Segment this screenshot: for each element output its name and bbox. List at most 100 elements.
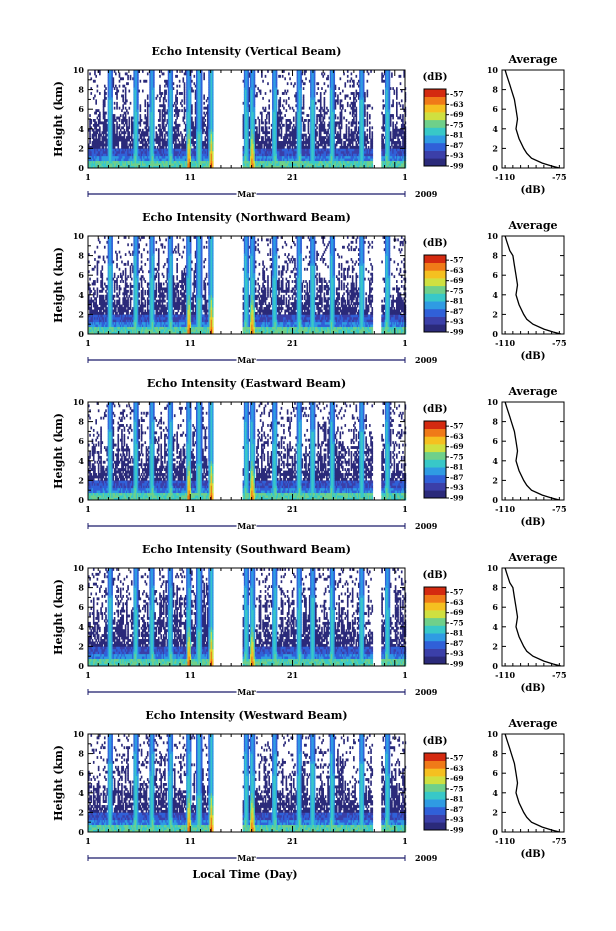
heatmap-cell: [294, 144, 296, 147]
panels: Echo Intensity (Vertical Beam)02468101 11…: [52, 45, 567, 863]
heatmap-cell: [174, 114, 176, 117]
heatmap-cell: [254, 124, 256, 127]
heatmap-cell: [125, 107, 127, 110]
heatmap-cell: [192, 90, 194, 93]
heatmap-cell: [127, 129, 129, 132]
heatmap-cell: [201, 114, 203, 117]
heatmap-cell: [153, 90, 155, 93]
heatmap-cell: [137, 114, 139, 117]
heatmap-cell: [162, 134, 164, 137]
heatmap-cell: [270, 146, 272, 149]
heatmap-cell: [248, 82, 250, 85]
heatmap-cell: [159, 112, 161, 115]
heatmap-cell: [255, 121, 257, 124]
heatmap-cell: [180, 102, 182, 105]
heatmap-cell: [116, 97, 118, 100]
heatmap-cell: [137, 119, 139, 122]
heatmap-cell: [171, 92, 173, 95]
heatmap-cell: [289, 124, 291, 127]
heatmap-cell: [212, 129, 214, 132]
heatmap-cell: [300, 114, 302, 117]
heatmap-cell: [248, 112, 250, 115]
heatmap-cell: [137, 80, 139, 83]
heatmap-cell: [128, 134, 130, 137]
heatmap-cell: [105, 87, 107, 90]
heatmap-cell: [147, 109, 149, 112]
heatmap-cell: [178, 139, 180, 142]
heatmap-cell: [276, 85, 278, 88]
heatmap-cell: [103, 107, 105, 110]
heatmap-cell: [182, 141, 184, 144]
heatmap-cell: [125, 117, 127, 120]
heatmap-cell: [144, 139, 146, 142]
heatmap-cell: [278, 107, 280, 110]
heatmap-cell: [153, 95, 155, 98]
heatmap-cell: [128, 126, 130, 129]
heatmap-cell: [99, 72, 101, 75]
heatmap-cell: [153, 112, 155, 115]
heatmap-cell: [248, 102, 250, 105]
heatmap-cell: [126, 119, 128, 122]
heatmap-cell: [190, 114, 192, 117]
heatmap-cell: [254, 97, 256, 100]
heatmap-cell: [283, 99, 285, 102]
heatmap-cell: [284, 77, 286, 80]
heatmap-cell: [144, 114, 146, 117]
heatmap-cell: [165, 124, 167, 127]
heatmap-cell: [111, 95, 113, 98]
heatmap-cell: [105, 146, 107, 149]
heatmap-cell: [203, 75, 205, 78]
heatmap-cell: [155, 126, 157, 129]
heatmap-cell: [203, 102, 205, 105]
heatmap-cell: [300, 92, 302, 95]
heatmap-cell: [203, 117, 205, 120]
heatmap-cell: [125, 102, 127, 105]
heatmap-cell: [116, 129, 118, 132]
heatmap-cell: [205, 124, 207, 127]
heatmap-cell: [248, 129, 250, 132]
heatmap-cell: [171, 109, 173, 112]
heatmap-cell: [262, 126, 264, 129]
heatmap-cell: [181, 136, 183, 139]
heatmap-cell: [171, 90, 173, 93]
heatmap-cell: [201, 97, 203, 100]
heatmap-cell: [159, 109, 161, 112]
heatmap-cell: [190, 129, 192, 132]
heatmap-cell: [137, 109, 139, 112]
heatmap-cell: [276, 99, 278, 102]
heatmap-cell: [284, 144, 286, 147]
heatmap-cell: [103, 134, 105, 137]
heatmap-cell: [153, 102, 155, 105]
heatmap-cell: [277, 114, 279, 117]
heatmap-cell: [121, 109, 123, 112]
heatmap-cell: [184, 90, 186, 93]
heatmap-cell: [267, 82, 269, 85]
heatmap-cell: [201, 102, 203, 105]
heatmap-cell: [99, 126, 101, 129]
heatmap-cell: [201, 92, 203, 95]
heatmap-cell: [173, 82, 175, 85]
heatmap-cell: [262, 136, 264, 139]
heatmap-cell: [137, 99, 139, 102]
heatmap-cell: [131, 134, 133, 137]
heatmap-cell: [300, 102, 302, 105]
heatmap-cell: [283, 146, 285, 149]
heatmap-cell: [97, 90, 99, 93]
heatmap-cell: [254, 102, 256, 105]
heatmap-cell: [266, 117, 268, 120]
heatmap-cell: [126, 99, 128, 102]
heatmap-cell: [205, 114, 207, 117]
heatmap-cell: [171, 121, 173, 124]
heatmap-cell: [95, 102, 97, 105]
heatmap-cell: [160, 95, 162, 98]
heatmap-cell: [276, 87, 278, 90]
heatmap-cell: [119, 107, 121, 110]
heatmap-cell: [254, 129, 256, 132]
heatmap-cell: [257, 139, 259, 142]
heatmap-cell: [268, 112, 270, 115]
heatmap-cell: [163, 146, 165, 149]
heatmap-cell: [153, 99, 155, 102]
heatmap-cell: [178, 114, 180, 117]
heatmap-cell: [212, 144, 214, 147]
heatmap-cell: [190, 102, 192, 105]
